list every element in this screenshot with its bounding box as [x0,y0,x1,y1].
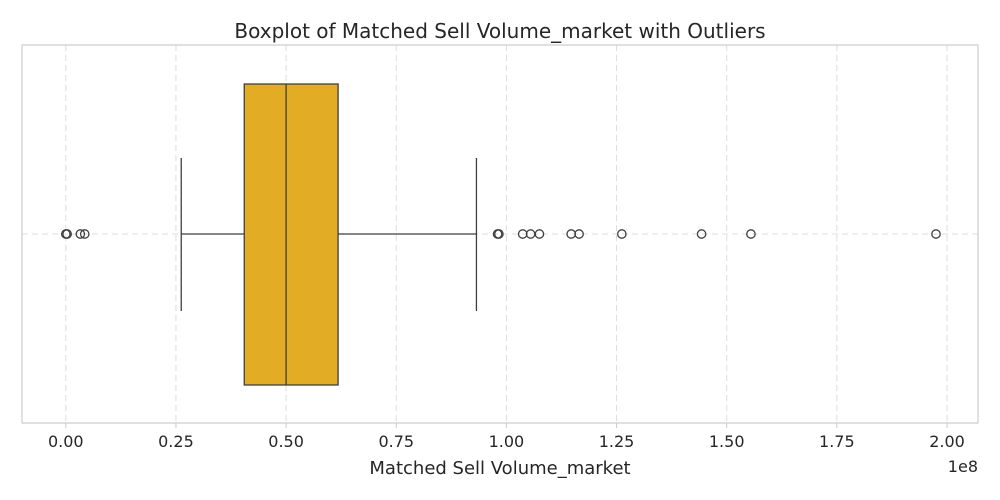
plot-frame [21,44,979,424]
outlier-point [534,229,545,239]
outlier-points [60,229,941,239]
x-tick-label: 0.00 [48,432,84,451]
outlier-point [616,229,627,239]
x-tick-label: 1.00 [489,432,525,451]
outlier-point [931,229,941,239]
outlier-point [574,229,584,239]
outlier-point [746,229,756,239]
x-axis-ticks: 0.00 0.25 0.50 0.75 1.00 1.25 1.50 1.75 2.00 [48,423,965,451]
x-tick-label: 0.75 [378,432,414,451]
x-tick-label: 1.75 [819,432,855,451]
x-tick-label: 2.00 [929,432,965,451]
chart-title: Boxplot of Matched Sell Volume_market wi… [234,19,765,43]
grid-lines [22,45,978,423]
outlier-point [494,229,504,239]
box-series [180,83,478,386]
x-tick-label: 0.50 [268,432,304,451]
outlier-point [75,229,86,239]
x-tick-label: 0.25 [158,432,194,451]
outlier-point [79,229,90,239]
x-tick-label: 1.50 [709,432,745,451]
x-axis-label: Matched Sell Volume_market [369,458,630,479]
x-axis-exponent: 1e8 [948,457,978,476]
outlier-point [696,229,707,239]
outlier-point [62,229,72,239]
iqr-box [243,83,339,386]
x-tick-label: 1.25 [599,432,635,451]
